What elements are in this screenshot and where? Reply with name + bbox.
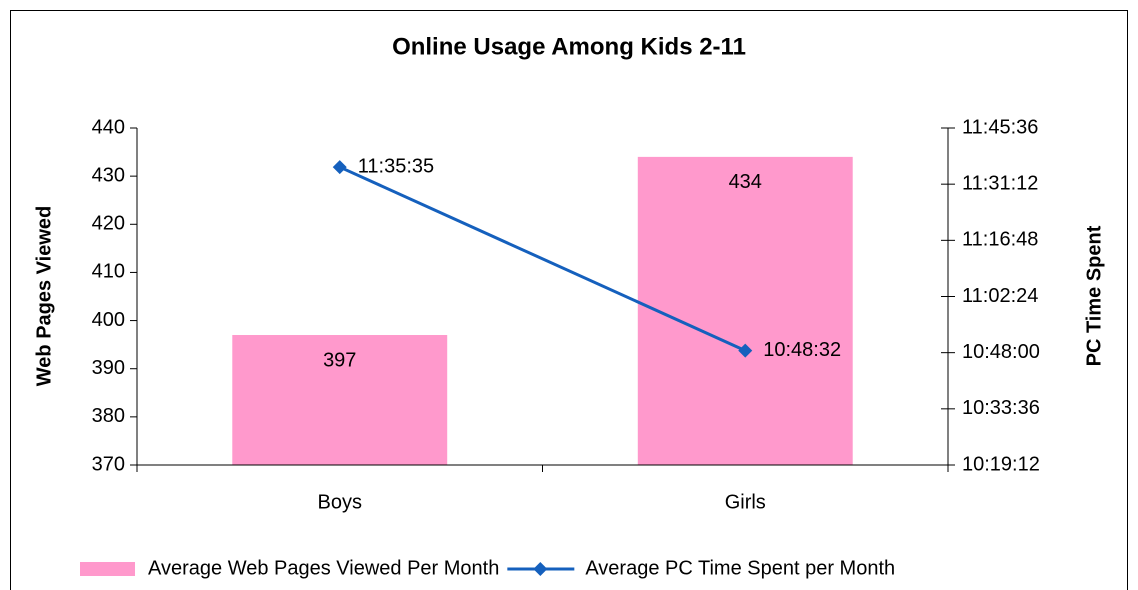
- y2-tick-label: 11:31:12: [962, 172, 1038, 194]
- y-tick-label: 410: [92, 261, 125, 283]
- y2-tick-label: 11:02:24: [962, 285, 1038, 307]
- x-tick-label: Boys: [318, 491, 362, 513]
- bar: [232, 335, 448, 465]
- bar-value-label: 434: [729, 171, 762, 193]
- y-tick-label: 400: [92, 309, 125, 331]
- y2-tick-label: 10:19:12: [962, 453, 1040, 475]
- legend-marker: [533, 562, 548, 576]
- y-tick-label: 430: [92, 164, 125, 186]
- y-tick-label: 370: [92, 453, 125, 475]
- line-value-label: 11:35:35: [358, 155, 434, 177]
- y2-tick-label: 11:16:48: [962, 229, 1038, 251]
- y2-tick-label: 11:45:36: [962, 116, 1038, 138]
- y2-tick-label: 10:48:00: [962, 341, 1040, 363]
- line-marker: [738, 343, 753, 358]
- line: [339, 165, 746, 352]
- y-tick-label: 440: [92, 116, 125, 138]
- chart-border: [10, 10, 1128, 590]
- legend-swatch: [80, 562, 135, 576]
- bar-value-label: 397: [323, 349, 356, 371]
- y-axis-title: Web Pages Viewed: [33, 206, 55, 386]
- legend-label: Average PC Time Spent per Month: [585, 557, 895, 579]
- bar: [637, 156, 853, 465]
- line-marker: [332, 160, 347, 175]
- x-tick-label: Girls: [725, 491, 766, 513]
- line-value-label: 10:48:32: [763, 339, 841, 361]
- y2-tick-label: 10:33:36: [962, 397, 1040, 419]
- y2-axis-title: PC Time Spent: [1083, 225, 1105, 366]
- y-tick-label: 380: [92, 405, 125, 427]
- legend-label: Average Web Pages Viewed Per Month: [148, 557, 499, 579]
- chart-title: Online Usage Among Kids 2-11: [392, 33, 746, 60]
- y-tick-label: 390: [92, 357, 125, 379]
- y-tick-label: 420: [92, 213, 125, 235]
